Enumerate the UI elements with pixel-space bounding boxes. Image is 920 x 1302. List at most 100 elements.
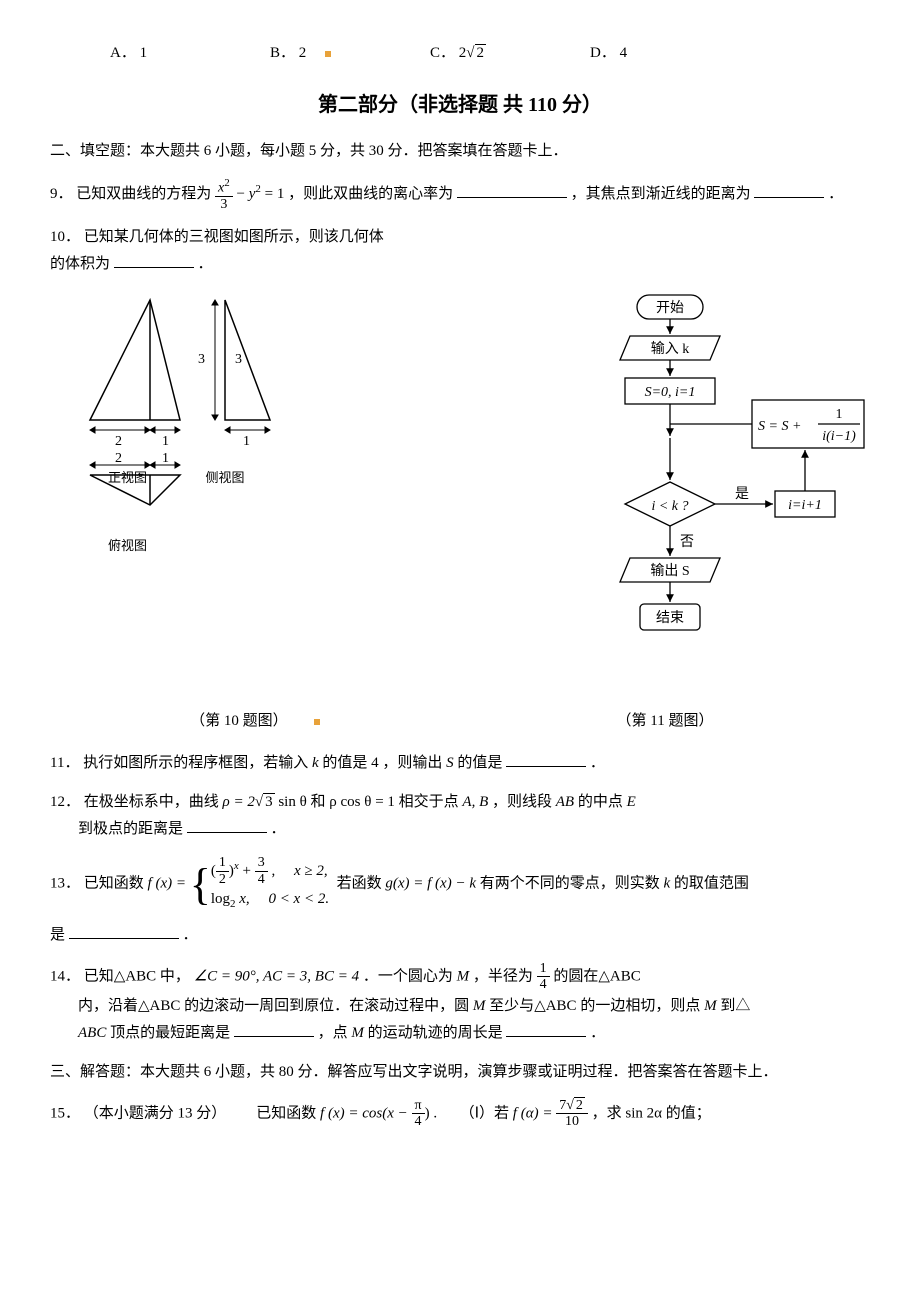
q14-blank-1 bbox=[234, 1021, 314, 1037]
q10-t3: ． bbox=[198, 256, 213, 272]
q14-r-den: 4 bbox=[537, 977, 550, 992]
q14-num: 14． bbox=[50, 968, 80, 984]
q11-t4: ． bbox=[590, 755, 605, 771]
q15-num: 15． bbox=[50, 1105, 80, 1121]
q12-t2: sin θ 和 ρ cos θ = 1 相交于点 bbox=[278, 794, 462, 810]
marker-dot-icon bbox=[325, 51, 331, 57]
q15-fa-den: 10 bbox=[556, 1114, 588, 1129]
q15-fa-rad: 2 bbox=[574, 1097, 585, 1113]
three-view-figure: 2 1 3 3 1 2 1 正视图 侧视图 俯视图 bbox=[50, 290, 300, 577]
q12-t1: 在极坐标系中，曲线 bbox=[84, 794, 223, 810]
q12-AB: A, B bbox=[462, 794, 488, 810]
q14-blank-2 bbox=[506, 1021, 586, 1037]
q13-c1e: , bbox=[268, 863, 276, 879]
flow-init: S=0, i=1 bbox=[645, 385, 696, 400]
flow-input: 输入 k bbox=[651, 341, 690, 357]
flowchart-figure: 开始 输入 k S=0, i=1 i < k ? 是 bbox=[530, 290, 870, 700]
q14-t1: 已知 bbox=[84, 968, 114, 984]
q13-t1: 已知函数 bbox=[84, 876, 148, 892]
q15-fa-pre: 7 bbox=[559, 1098, 566, 1113]
q13-c1-num: 1 bbox=[216, 855, 229, 871]
dim-3-side-left: 3 bbox=[198, 352, 205, 367]
q9-blank-2 bbox=[754, 182, 824, 198]
q10-caption: （第 10 题图） bbox=[50, 708, 460, 735]
q11-S: S bbox=[446, 755, 454, 771]
mc-options-row: A． 1 B． 2 C． 22 D． 4 bbox=[50, 40, 870, 67]
option-c-label: C． bbox=[430, 45, 455, 61]
q13-c1-den: 2 bbox=[216, 872, 229, 887]
q9-num: 9． bbox=[50, 186, 73, 202]
question-9: 9． 已知双曲线的方程为 x2 3 − y2 = 1 ，则此双曲线的离心率为 ，… bbox=[50, 177, 870, 212]
q9-t5: ． bbox=[828, 186, 843, 202]
q14-l3a: ABC bbox=[78, 1025, 106, 1041]
q15-t1: （本小题满分 13 分） bbox=[84, 1105, 227, 1121]
q14-l3d: 的运动轨迹的周长是 bbox=[368, 1025, 503, 1041]
q11-num: 11． bbox=[50, 755, 79, 771]
question-14: 14． 已知△ABC 中， ∠C = 90°, AC = 3, BC = 4 ．… bbox=[50, 961, 870, 1047]
q12-line2: 到极点的距离是 bbox=[78, 821, 183, 837]
question-15: 15． （本小题满分 13 分） 已知函数 f (x) = cos(x − π4… bbox=[50, 1098, 870, 1130]
q12-blank bbox=[187, 817, 267, 833]
q13-c1d-den: 4 bbox=[255, 872, 268, 887]
figures-row: 2 1 3 3 1 2 1 正视图 侧视图 俯视图 bbox=[50, 290, 870, 700]
q15-fa: f (α) = bbox=[513, 1105, 556, 1121]
q9-ysup: 2 bbox=[255, 183, 261, 195]
q12-E: E bbox=[627, 794, 636, 810]
q9-frac-num-sup: 2 bbox=[224, 177, 230, 189]
q13-t3: 有两个不同的零点，则实数 bbox=[480, 876, 664, 892]
flow-inc: i=i+1 bbox=[788, 498, 822, 513]
q11-k: k bbox=[312, 755, 319, 771]
q13-t5: ． bbox=[183, 927, 198, 943]
q12-t3: ，则线段 bbox=[492, 794, 556, 810]
front-view-label: 正视图 bbox=[70, 466, 185, 489]
q12-t4: 的中点 bbox=[578, 794, 627, 810]
q12-num: 12． bbox=[50, 794, 80, 810]
question-10: 10． 已知某几何体的三视图如图所示，则该几何体 的体积为 ． bbox=[50, 224, 870, 278]
q13-c2b: x, bbox=[236, 891, 250, 907]
q11-t2: 的值是 4 ，则输出 bbox=[322, 755, 446, 771]
q15-pi: π bbox=[412, 1098, 425, 1114]
q9-frac: x2 3 bbox=[215, 177, 233, 212]
q10-t1: 已知某几何体的三视图如图所示，则该几何体 bbox=[84, 229, 384, 245]
q14-ang: ∠C = 90°, AC = 3, BC = 4 bbox=[194, 968, 359, 984]
question-12: 12． 在极坐标系中，曲线 ρ = 23 sin θ 和 ρ cos θ = 1… bbox=[50, 789, 870, 843]
q9-t4: ，其焦点到渐近线的距离为 bbox=[571, 186, 751, 202]
dim-1-top: 1 bbox=[162, 451, 169, 466]
q12-rho1: ρ = 2 bbox=[223, 794, 255, 810]
flow-end: 结束 bbox=[656, 610, 684, 626]
q14-l2e: 到△ bbox=[720, 998, 750, 1014]
q14-l2d: 的一边相切，则点 bbox=[580, 998, 704, 1014]
q14-tri2: △ABC bbox=[598, 968, 640, 984]
option-a-value: 1 bbox=[140, 45, 148, 61]
q13-num: 13． bbox=[50, 876, 80, 892]
q12-t5: ． bbox=[271, 821, 286, 837]
q14-l2c: 至少与 bbox=[489, 998, 534, 1014]
side-view-label: 侧视图 bbox=[185, 466, 265, 489]
q15-t2: 已知函数 bbox=[256, 1105, 320, 1121]
q13-fx: f (x) = bbox=[148, 876, 190, 892]
question-11: 11． 执行如图所示的程序框图，若输入 k 的值是 4 ，则输出 S 的值是 ． bbox=[50, 750, 870, 777]
fill-blank-instructions: 二、填空题：本大题共 6 小题，每小题 5 分，共 30 分．把答案填在答题卡上… bbox=[50, 138, 870, 165]
q15-t5: ，求 sin 2α 的值； bbox=[592, 1105, 711, 1121]
top-view-label: 俯视图 bbox=[70, 534, 185, 557]
flow-output: 输出 S bbox=[650, 563, 689, 579]
q10-num: 10． bbox=[50, 229, 80, 245]
q10-blank bbox=[114, 252, 194, 268]
q15-t4: （Ⅰ）若 bbox=[460, 1105, 513, 1121]
q13-t4: 的取值范围 bbox=[674, 876, 749, 892]
dim-2-top: 2 bbox=[115, 451, 122, 466]
sqrt-icon: 2 bbox=[466, 40, 486, 67]
flow-start: 开始 bbox=[656, 300, 684, 316]
q13-c2-cond: 0 < x < 2. bbox=[268, 891, 329, 907]
brace-icon: { bbox=[190, 863, 211, 907]
q15-fx: f (x) = cos(x − bbox=[320, 1105, 411, 1121]
q13-c1d-num: 3 bbox=[255, 855, 268, 871]
flowchart-svg: 开始 输入 k S=0, i=1 i < k ? 是 bbox=[530, 290, 870, 690]
q14-M: M bbox=[457, 968, 470, 984]
q10-t2: 的体积为 bbox=[50, 256, 110, 272]
q13-c1c: + bbox=[239, 863, 255, 879]
q11-t3: 的值是 bbox=[457, 755, 502, 771]
q13-blank bbox=[69, 923, 179, 939]
flow-update-num: 1 bbox=[836, 407, 843, 422]
q13-k: k bbox=[664, 876, 671, 892]
